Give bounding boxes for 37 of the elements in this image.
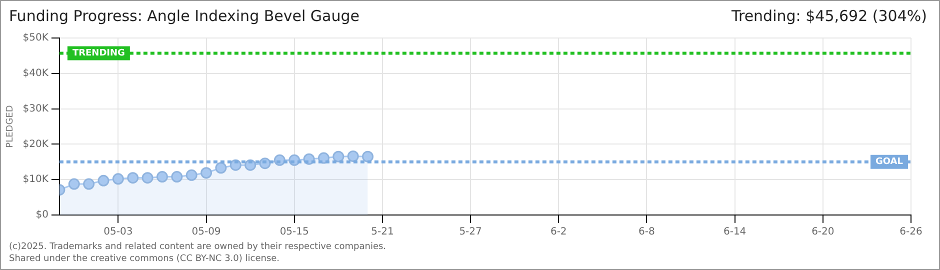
x-tick-label: 6-2 [550,226,567,238]
point [83,178,95,190]
y-tick-label: $40K [22,68,49,79]
point [142,172,154,184]
point [68,178,80,190]
chart-subtitle: Trending: $45,692 (304%) [732,7,927,27]
ref-line-label: GOAL [876,157,904,168]
chart-title: Funding Progress: Angle Indexing Bevel Gauge [9,7,360,27]
y-tick-label: $0 [36,210,48,221]
point [200,167,212,179]
x-tick-label: 05-09 [192,226,221,238]
y-tick-label: $50K [22,32,49,44]
point [156,171,168,183]
y-axis-title: PLEDGED [6,105,16,148]
y-tick-label: $30K [22,103,49,114]
x-tick-label: 6-26 [900,226,922,238]
point [171,171,183,183]
point [112,173,124,185]
x-tick-label: 5-27 [459,226,482,238]
x-tick-label: 05-03 [104,226,133,238]
point [215,162,227,174]
y-tick-label: $20K [22,138,49,150]
ref-line-label: TRENDING [72,48,125,59]
point [332,150,344,162]
point [98,174,110,186]
x-tick-label: 6-14 [723,226,746,238]
text: Shared under the creative commons (CC BY-NC 3.0) license. [9,253,281,265]
y-tick-label: $10K [22,174,49,186]
x-tick-label: 05-15 [280,226,309,238]
x-tick-label: 6-8 [638,226,655,238]
point [127,172,139,184]
x-tick-label: 5-21 [371,226,394,238]
text: (c)2025. Trademarks and related content are owned by their respective companies. [9,241,388,253]
x-tick-label: 6-20 [812,226,834,238]
point [186,169,198,181]
point [347,150,359,162]
point [362,150,374,162]
